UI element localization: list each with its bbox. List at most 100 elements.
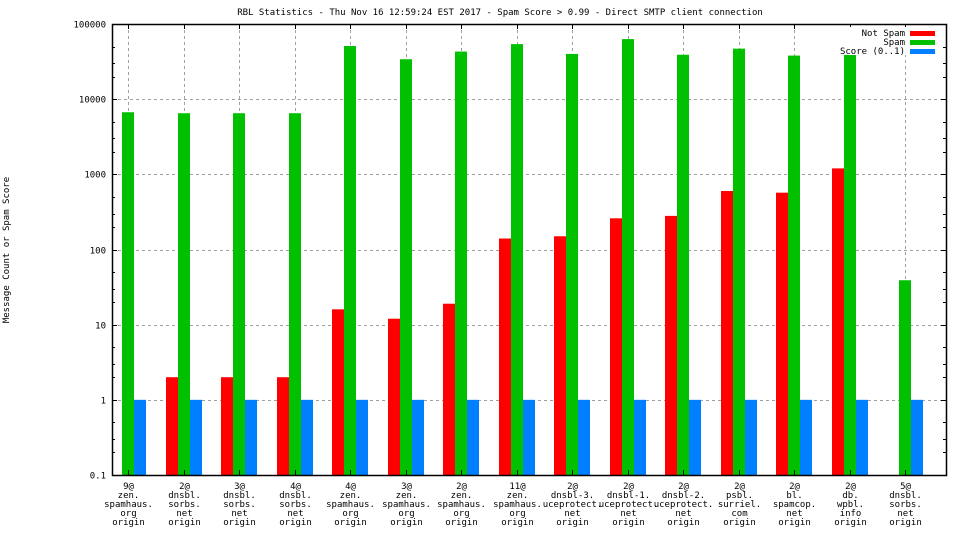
- x-tick-label: spamhaus.: [104, 500, 153, 510]
- x-tick-label: com: [731, 509, 747, 519]
- x-tick-label: spamcop.: [773, 500, 816, 510]
- bar-not-spam: [554, 236, 566, 475]
- y-tick-label: 10: [95, 322, 106, 332]
- x-tick-label: origin: [834, 518, 867, 528]
- bar-spam: [733, 48, 745, 476]
- x-tick-label: origin: [223, 518, 256, 528]
- bar-score-0-1: [523, 399, 535, 475]
- bar-not-spam: [721, 191, 733, 475]
- x-tick-label: uceprotect.: [599, 500, 659, 510]
- y-axis-ticks: 0.1 1 10 100 1000 10000 100000: [73, 21, 946, 482]
- x-tick-label: 3@: [234, 482, 245, 492]
- x-tick-label: spamhaus.: [437, 500, 486, 510]
- x-tick-label: origin: [778, 518, 811, 528]
- x-tick-label: 4@: [345, 482, 356, 492]
- x-tick-label: db.: [842, 491, 858, 501]
- x-tick-label: net: [176, 509, 192, 519]
- x-tick-label: sorbs.: [223, 500, 256, 510]
- bar-not-spam: [832, 168, 844, 476]
- bar-not-spam: [499, 238, 511, 475]
- bar-spam: [566, 53, 578, 475]
- x-tick-label: dnsbl.: [889, 491, 922, 501]
- x-tick-label: org: [453, 509, 469, 519]
- x-tick-label: sorbs.: [889, 500, 922, 510]
- x-tick-label: psbl.: [726, 491, 753, 501]
- x-tick-label: origin: [667, 518, 700, 528]
- x-tick-label: net: [564, 509, 580, 519]
- x-tick-label: net: [897, 509, 913, 519]
- x-tick-label: zen.: [118, 491, 140, 501]
- x-tick-label: 2@: [845, 482, 856, 492]
- x-tick-label: origin: [112, 518, 145, 528]
- bar-score-0-1: [578, 399, 590, 475]
- x-tick-label: 2@: [678, 482, 689, 492]
- x-tick-label: 3@: [401, 482, 412, 492]
- x-tick-label: 2@: [734, 482, 745, 492]
- bar-spam: [788, 55, 800, 475]
- bar-spam: [677, 54, 689, 475]
- x-tick-label: sorbs.: [168, 500, 201, 510]
- legend-swatch: [910, 31, 935, 36]
- x-tick-label: dnsbl.: [168, 491, 201, 501]
- bar-spam: [122, 112, 134, 475]
- x-axis-ticks: 9@zen.spamhaus.orgorigin2@dnsbl.sorbs.ne…: [104, 24, 922, 528]
- x-tick-label: net: [786, 509, 802, 519]
- x-tick-label: dnsbl-2.: [662, 491, 705, 501]
- x-tick-label: dnsbl-3.: [551, 491, 594, 501]
- x-tick-label: zen.: [451, 491, 473, 501]
- bar-not-spam: [388, 318, 400, 475]
- bar-not-spam: [443, 303, 455, 475]
- x-tick-label: org: [398, 509, 414, 519]
- x-tick-label: zen.: [507, 491, 529, 501]
- bar-spam: [844, 40, 856, 475]
- x-tick-label: org: [342, 509, 358, 519]
- x-tick-label: 2@: [789, 482, 800, 492]
- bar-score-0-1: [134, 399, 146, 475]
- bar-not-spam: [665, 215, 677, 476]
- bar-spam: [622, 39, 634, 476]
- y-tick-label: 1: [101, 397, 106, 407]
- bar-score-0-1: [856, 399, 868, 475]
- bar-score-0-1: [412, 399, 424, 475]
- legend-swatch: [910, 40, 935, 45]
- bar-not-spam: [277, 377, 289, 475]
- bar-not-spam: [221, 377, 233, 475]
- x-tick-label: spamhaus.: [493, 500, 542, 510]
- bar-spam: [344, 45, 356, 475]
- bar-not-spam: [776, 192, 788, 475]
- x-tick-label: zen.: [340, 491, 362, 501]
- x-tick-label: dnsbl.: [279, 491, 312, 501]
- x-tick-label: origin: [612, 518, 645, 528]
- bar-score-0-1: [245, 399, 257, 475]
- x-tick-label: bl.: [786, 491, 802, 501]
- bar-score-0-1: [745, 399, 757, 475]
- x-tick-label: spamhaus.: [382, 500, 431, 510]
- x-tick-label: 2@: [456, 482, 467, 492]
- x-tick-label: uceprotect.: [654, 500, 714, 510]
- bar-score-0-1: [356, 399, 368, 475]
- x-tick-label: surriel.: [718, 500, 761, 510]
- x-tick-label: net: [620, 509, 636, 519]
- bar-score-0-1: [800, 399, 812, 475]
- x-tick-label: origin: [279, 518, 312, 528]
- bar-spam: [289, 113, 301, 476]
- bar-score-0-1: [634, 399, 646, 475]
- x-tick-label: 5@: [900, 482, 911, 492]
- x-tick-label: dnsbl-1.: [607, 491, 650, 501]
- x-tick-label: spamhaus.: [326, 500, 375, 510]
- x-tick-label: origin: [445, 518, 478, 528]
- x-tick-label: origin: [501, 518, 534, 528]
- x-tick-label: dnsbl.: [223, 491, 256, 501]
- y-tick-label: 0.1: [90, 472, 106, 482]
- x-tick-label: 4@: [290, 482, 301, 492]
- x-tick-label: 2@: [567, 482, 578, 492]
- bar-spam: [178, 113, 190, 476]
- bar-spam: [455, 51, 467, 475]
- bar-spam: [400, 59, 412, 476]
- y-tick-label: 100: [90, 247, 106, 257]
- bar-score-0-1: [301, 399, 313, 475]
- bar-not-spam: [166, 377, 178, 475]
- bar-score-0-1: [467, 399, 479, 475]
- x-tick-label: sorbs.: [279, 500, 312, 510]
